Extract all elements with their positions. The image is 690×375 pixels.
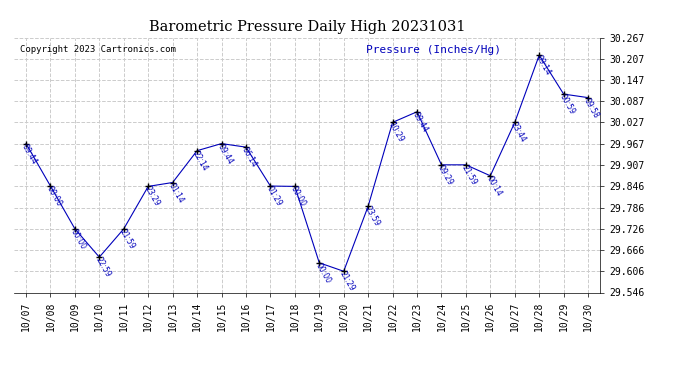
Text: 22:14: 22:14 (191, 149, 210, 172)
Text: 21:59: 21:59 (460, 164, 479, 187)
Text: 21:29: 21:29 (338, 270, 357, 293)
Text: 23:59: 23:59 (362, 205, 381, 228)
Text: 01:14: 01:14 (167, 181, 186, 204)
Text: 00:59: 00:59 (558, 93, 577, 116)
Text: 09:29: 09:29 (435, 164, 454, 187)
Text: 09:44: 09:44 (20, 142, 39, 166)
Text: 00:00: 00:00 (289, 185, 308, 209)
Text: 06:14: 06:14 (240, 146, 259, 169)
Text: 22:59: 22:59 (93, 256, 112, 279)
Text: Copyright 2023 Cartronics.com: Copyright 2023 Cartronics.com (19, 45, 175, 54)
Text: Pressure (Inches/Hg): Pressure (Inches/Hg) (366, 45, 501, 55)
Text: 00:00: 00:00 (45, 184, 63, 208)
Text: 00:00: 00:00 (313, 261, 332, 285)
Text: 09:44: 09:44 (411, 110, 430, 134)
Text: 00:14: 00:14 (484, 174, 503, 198)
Text: 09:58: 09:58 (582, 96, 601, 120)
Text: 23:44: 23:44 (509, 121, 528, 144)
Text: 01:29: 01:29 (264, 184, 283, 208)
Title: Barometric Pressure Daily High 20231031: Barometric Pressure Daily High 20231031 (149, 20, 465, 33)
Text: 09:14: 09:14 (533, 54, 552, 77)
Text: 09:44: 09:44 (216, 142, 235, 166)
Text: 10:29: 10:29 (386, 121, 406, 144)
Text: 23:29: 23:29 (142, 185, 161, 209)
Text: 00:00: 00:00 (69, 227, 88, 251)
Text: 21:59: 21:59 (118, 227, 137, 251)
